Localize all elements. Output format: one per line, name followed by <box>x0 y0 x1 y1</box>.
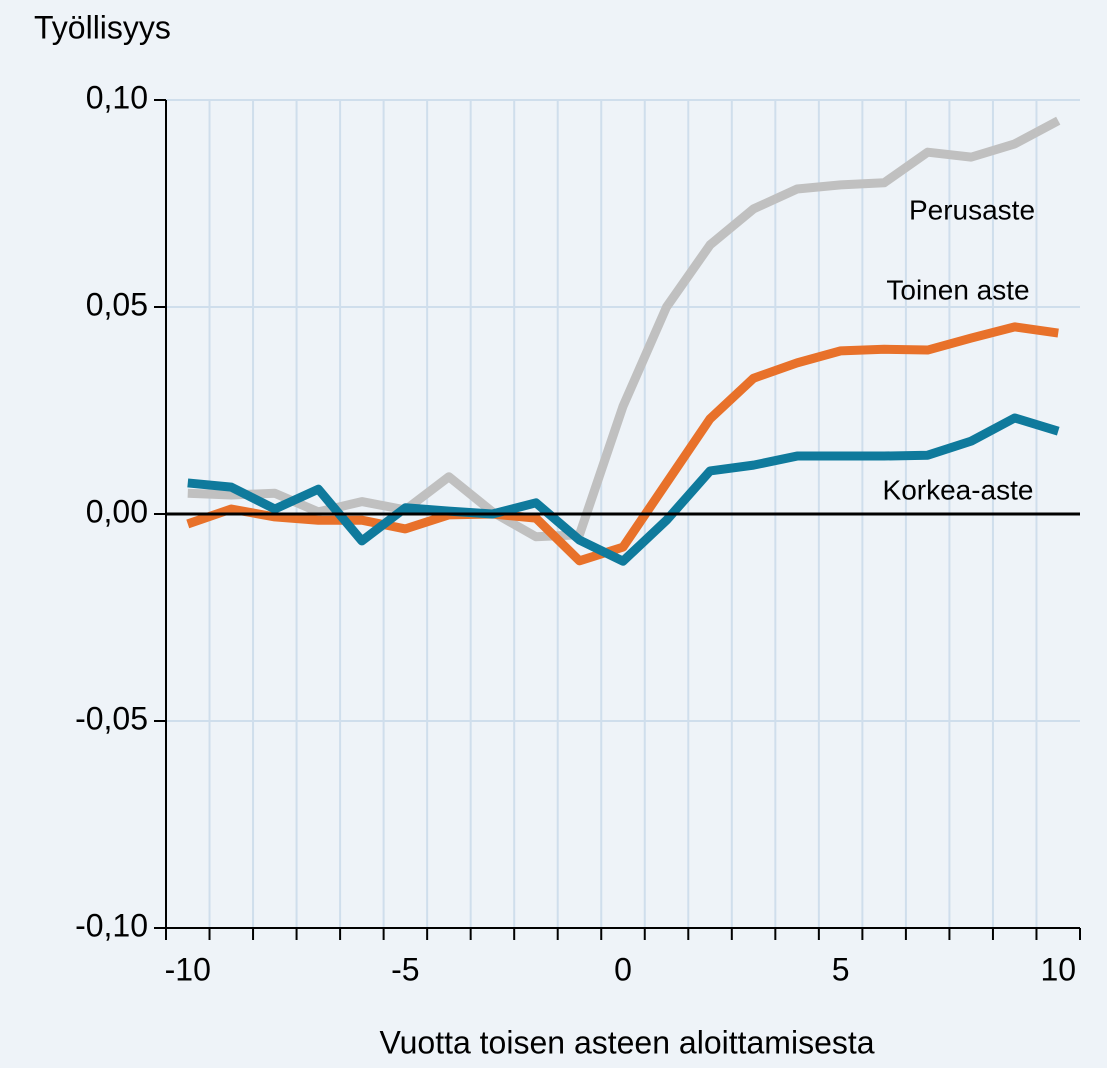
x-tick-label: -5 <box>391 951 419 987</box>
series-line <box>187 413 1060 566</box>
series-label: Toinen aste <box>886 274 1029 305</box>
y-tick-label: -0,10 <box>75 907 148 943</box>
x-tick-label: 0 <box>614 951 632 987</box>
y-tick-label: 0,05 <box>86 286 148 322</box>
series-label: Korkea-aste <box>883 474 1034 505</box>
x-tick-label: 5 <box>832 951 850 987</box>
x-tick-label: -10 <box>165 951 211 987</box>
y-tick-label: 0,00 <box>86 493 148 529</box>
y-tick-label: -0,05 <box>75 700 148 736</box>
chart-title: Työllisyys <box>34 9 171 45</box>
y-tick-label: 0,10 <box>86 79 148 115</box>
x-axis-label: Vuotta toisen asteen aloittamisesta <box>379 1024 874 1060</box>
series-line <box>186 322 1059 566</box>
x-tick-label: 10 <box>1040 951 1076 987</box>
series-label: Perusaste <box>909 194 1035 225</box>
